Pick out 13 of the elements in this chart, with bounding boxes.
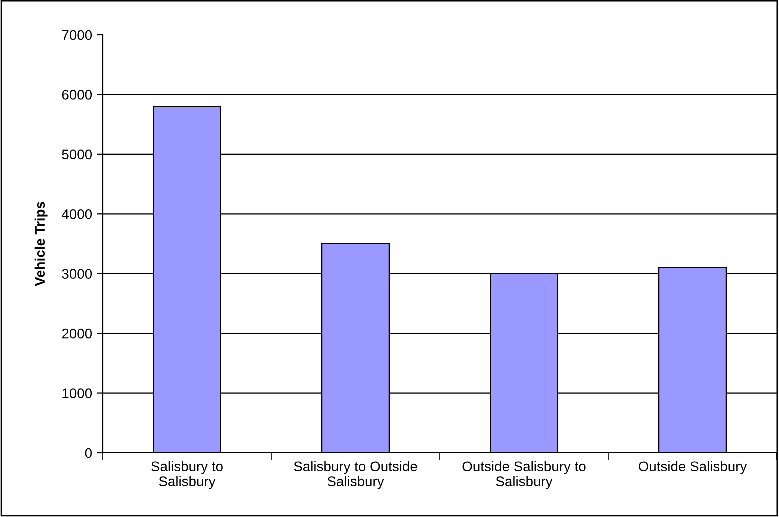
x-tick-label: Outside Salisbury xyxy=(638,461,748,474)
y-tick-label: 4000 xyxy=(62,209,92,220)
y-tick-label: 1000 xyxy=(62,388,92,398)
y-tick-label: 6000 xyxy=(62,90,92,100)
y-axis-title: Vehicle Trips xyxy=(34,202,48,286)
y-tick-label: 3000 xyxy=(62,269,92,280)
y-tick-label: 5000 xyxy=(62,150,92,160)
y-tick-label: 2000 xyxy=(62,328,92,339)
y-tick-label: 0 xyxy=(85,448,92,458)
x-tick-label: Salisbury to Outside Salisbury xyxy=(294,461,418,490)
y-tick-label: 7000 xyxy=(62,30,92,40)
x-tick-label: Salisbury to Salisbury xyxy=(152,461,223,490)
x-tick-label: Outside Salisbury to Salisbury xyxy=(462,461,586,490)
